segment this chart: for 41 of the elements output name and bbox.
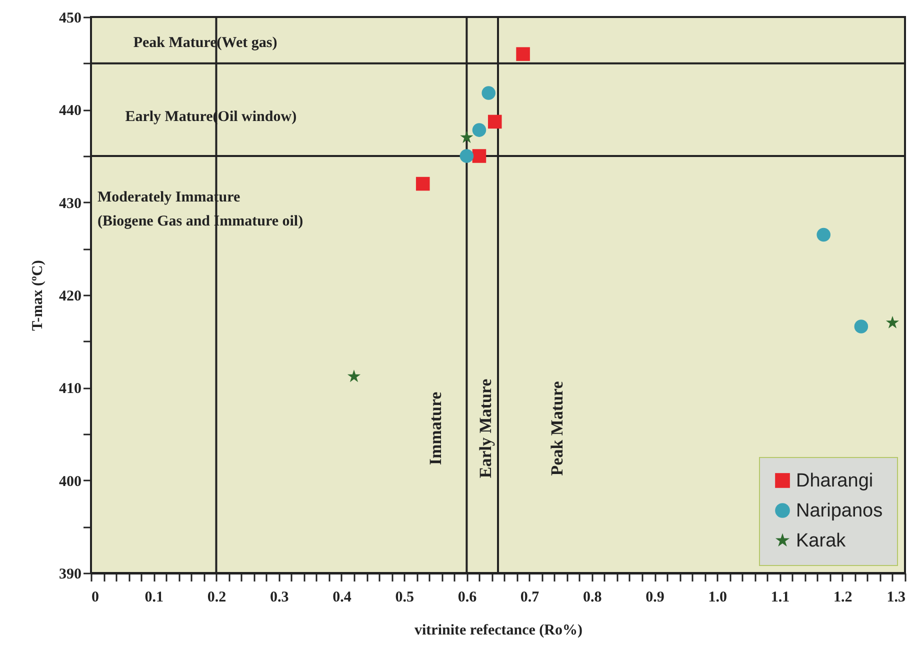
x-tick-label: 0.2 bbox=[207, 590, 226, 606]
point bbox=[488, 114, 502, 129]
point bbox=[482, 86, 496, 100]
x-tick-label: 0.1 bbox=[144, 590, 164, 606]
annotation: Early Mature bbox=[476, 378, 495, 478]
point bbox=[472, 123, 486, 137]
legend-label: Naripanos bbox=[796, 500, 883, 522]
y-tick-label: 390 bbox=[59, 566, 82, 582]
x-tick-label: 0.3 bbox=[270, 590, 289, 606]
y-tick-label: 410 bbox=[59, 381, 82, 398]
y-tick-label: 450 bbox=[59, 10, 82, 26]
point bbox=[854, 320, 868, 334]
y-tick-label: 400 bbox=[59, 474, 82, 490]
point bbox=[347, 370, 361, 382]
x-tick-label: 0.7 bbox=[520, 590, 540, 606]
point bbox=[460, 149, 474, 163]
point bbox=[472, 149, 486, 163]
y-tick-label: 430 bbox=[59, 196, 82, 212]
point bbox=[816, 228, 830, 242]
x-tick-label: 0.9 bbox=[646, 590, 664, 606]
x-tick-label: 1.2 bbox=[834, 590, 852, 606]
legend-label: Dharangi bbox=[796, 470, 874, 492]
annotation: Peak Mature bbox=[547, 380, 566, 476]
x-tick-label: 0 bbox=[92, 590, 99, 606]
x-tick-label: 0.5 bbox=[395, 590, 414, 606]
x-tick-label: 0.4 bbox=[332, 590, 352, 606]
x-axis-title: vitrinite refectance (Ro%) bbox=[414, 622, 582, 638]
y-axis-title: T-max (ºC) bbox=[30, 260, 46, 331]
point bbox=[516, 47, 530, 61]
point bbox=[460, 130, 474, 144]
x-tick-label: 1.3 bbox=[886, 590, 906, 606]
x-tick-label: 0.8 bbox=[583, 590, 602, 606]
y-tick-label: 420 bbox=[59, 288, 82, 304]
annotation: Immature bbox=[426, 391, 446, 466]
point bbox=[886, 316, 900, 328]
x-tick-label: 0.6 bbox=[458, 590, 478, 606]
y-tick-label: 440 bbox=[59, 103, 82, 120]
legend-label: Karak bbox=[796, 530, 846, 552]
point bbox=[416, 176, 430, 191]
x-tick-label: 1.1 bbox=[770, 590, 790, 606]
x-tick-label: 1.0 bbox=[708, 590, 728, 606]
